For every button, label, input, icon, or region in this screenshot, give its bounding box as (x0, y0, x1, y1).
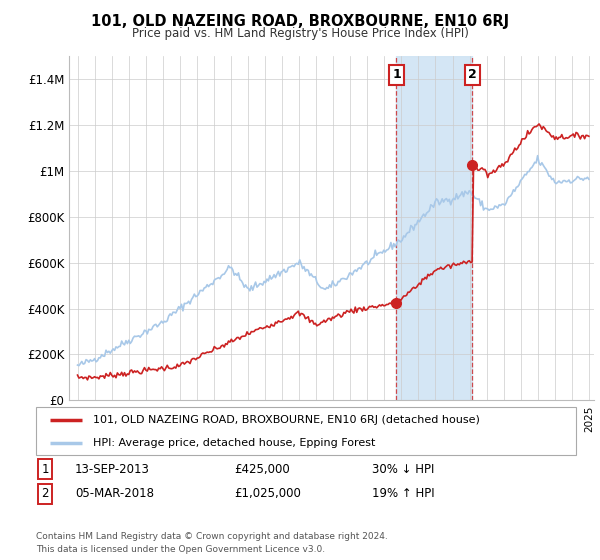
FancyBboxPatch shape (36, 407, 576, 455)
Text: 13-SEP-2013: 13-SEP-2013 (75, 463, 150, 475)
Text: £1,025,000: £1,025,000 (234, 487, 301, 500)
Text: HPI: Average price, detached house, Epping Forest: HPI: Average price, detached house, Eppi… (92, 438, 375, 448)
Text: Price paid vs. HM Land Registry's House Price Index (HPI): Price paid vs. HM Land Registry's House … (131, 27, 469, 40)
Text: 2: 2 (41, 487, 49, 500)
Text: £425,000: £425,000 (234, 463, 290, 475)
Text: 101, OLD NAZEING ROAD, BROXBOURNE, EN10 6RJ (detached house): 101, OLD NAZEING ROAD, BROXBOURNE, EN10 … (92, 416, 479, 426)
Text: 30% ↓ HPI: 30% ↓ HPI (372, 463, 434, 475)
Text: 1: 1 (41, 463, 49, 475)
Text: 101, OLD NAZEING ROAD, BROXBOURNE, EN10 6RJ: 101, OLD NAZEING ROAD, BROXBOURNE, EN10 … (91, 14, 509, 29)
Bar (397, 56, 472, 400)
Text: 2: 2 (468, 68, 477, 81)
Text: 1: 1 (392, 68, 401, 81)
Text: 05-MAR-2018: 05-MAR-2018 (75, 487, 154, 500)
Text: Contains HM Land Registry data © Crown copyright and database right 2024.
This d: Contains HM Land Registry data © Crown c… (36, 532, 388, 553)
Text: 19% ↑ HPI: 19% ↑ HPI (372, 487, 434, 500)
